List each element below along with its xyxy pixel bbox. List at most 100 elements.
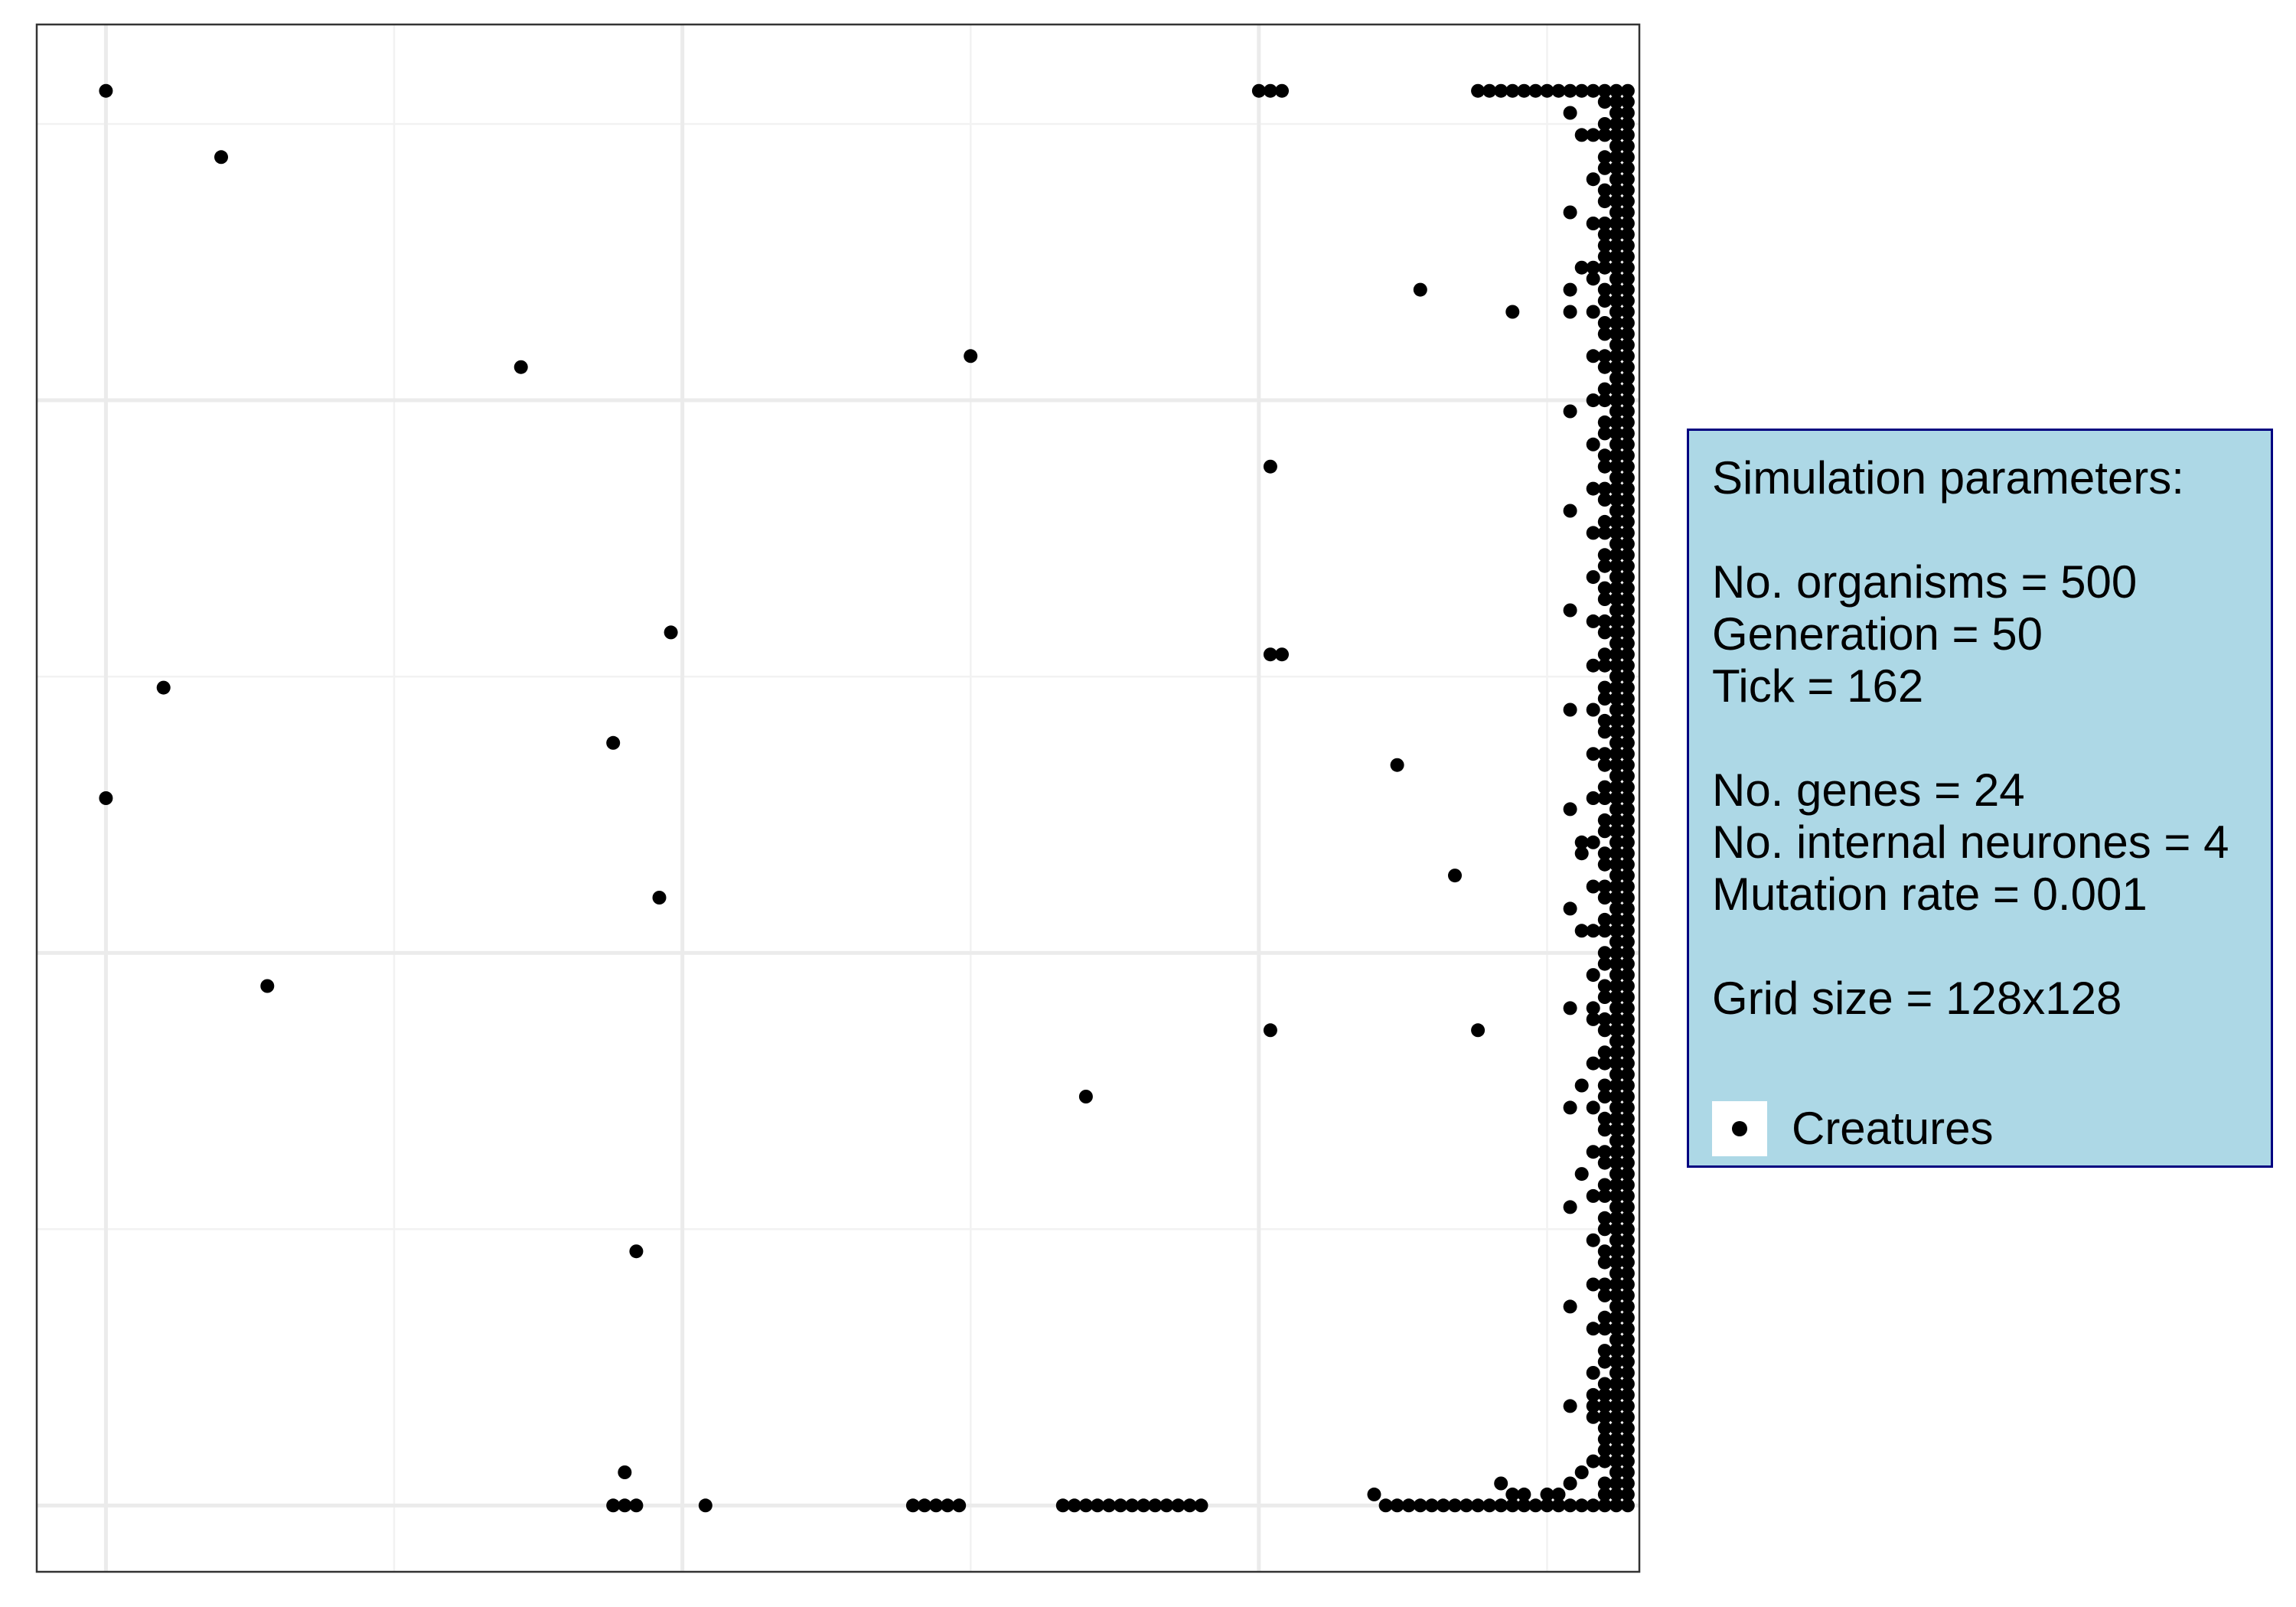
creature-point	[1114, 1498, 1128, 1513]
creature-point	[1597, 1078, 1612, 1093]
creature-point	[1620, 1487, 1635, 1501]
creature-point	[1620, 305, 1635, 319]
creature-point	[1159, 1498, 1174, 1513]
creature-point	[1586, 1498, 1600, 1513]
creature-point	[1620, 614, 1635, 628]
creature-point	[1609, 1123, 1623, 1137]
creature-point	[1563, 404, 1577, 419]
creature-point	[1609, 1322, 1623, 1336]
creature-point	[1620, 934, 1635, 949]
creature-point	[1620, 1432, 1635, 1446]
creature-point	[1620, 1090, 1635, 1103]
creature-point	[1620, 990, 1635, 1004]
creature-point	[1563, 1100, 1577, 1115]
creature-point	[1609, 1410, 1623, 1424]
creature-point	[1609, 791, 1623, 805]
creature-point	[1620, 725, 1635, 739]
creature-point	[1609, 360, 1623, 374]
creature-point	[1609, 205, 1623, 220]
creature-point	[1609, 1299, 1623, 1314]
creature-point	[1620, 493, 1635, 507]
creature-point	[1620, 1167, 1635, 1182]
creature-point	[1609, 404, 1623, 419]
creature-point	[1609, 139, 1623, 153]
creature-point	[1597, 426, 1612, 441]
creature-point	[1609, 459, 1623, 474]
creature-point	[606, 1498, 621, 1513]
creature-point	[1609, 117, 1623, 131]
creature-point	[1620, 282, 1635, 297]
creature-point	[1609, 702, 1623, 717]
creature-point	[918, 1498, 931, 1513]
creature-point	[1609, 1354, 1623, 1369]
creature-point	[1620, 891, 1635, 905]
creature-point	[1609, 393, 1623, 408]
creature-point	[1620, 1266, 1635, 1280]
creature-point	[1078, 1090, 1093, 1103]
grid-size-value: Grid size = 128x128	[1712, 973, 2122, 1024]
creature-point	[1586, 349, 1600, 363]
creature-point	[1125, 1498, 1140, 1513]
creature-point	[1609, 1487, 1623, 1501]
creature-point	[1263, 1023, 1277, 1038]
creature-point	[1620, 1344, 1635, 1358]
creature-point	[1609, 260, 1623, 275]
creature-point	[1609, 1465, 1623, 1479]
creature-point	[1436, 1498, 1450, 1513]
creature-point	[1597, 150, 1612, 165]
creature-point	[1597, 1354, 1612, 1369]
creature-point	[1609, 272, 1623, 286]
panel-border	[35, 23, 1641, 1573]
creature-point	[1620, 316, 1635, 330]
creature-point	[1609, 1288, 1623, 1302]
creature-point	[1620, 592, 1635, 606]
creature-point	[1620, 1056, 1635, 1071]
creature-point	[1609, 990, 1623, 1004]
creature-point	[1597, 382, 1612, 396]
creature-point	[1482, 1498, 1497, 1513]
creature-point	[1620, 780, 1635, 794]
creature-point	[1620, 802, 1635, 817]
creature-point	[1609, 957, 1623, 971]
creature-point	[1609, 1111, 1623, 1126]
creature-point	[1586, 791, 1600, 805]
creature-point	[1609, 901, 1623, 916]
creature-point	[1620, 1233, 1635, 1247]
creature-point	[156, 680, 171, 695]
creature-point	[1609, 172, 1623, 187]
creature-point	[1609, 869, 1623, 883]
creature-point	[1563, 901, 1577, 916]
creature-point	[1620, 1012, 1635, 1026]
creature-point	[1148, 1498, 1163, 1513]
creature-point	[1609, 1255, 1623, 1270]
creature-point	[1597, 1288, 1612, 1302]
creature-point	[1586, 614, 1600, 628]
creature-point	[1609, 1366, 1623, 1380]
creature-point	[1620, 1443, 1635, 1458]
creature-point	[1620, 272, 1635, 286]
creature-point	[1620, 1100, 1635, 1115]
creature-point	[1609, 857, 1623, 872]
creature-point	[1597, 1211, 1612, 1225]
creature-point	[1609, 83, 1623, 98]
creature-point	[1586, 526, 1600, 540]
creature-point	[1609, 371, 1623, 386]
creature-point	[1620, 680, 1635, 695]
creature-point	[1597, 548, 1612, 562]
creature-point	[1620, 404, 1635, 419]
creature-point	[1620, 1322, 1635, 1336]
creature-point	[1597, 1344, 1612, 1358]
creature-point	[1401, 1498, 1416, 1513]
creature-point	[1620, 459, 1635, 474]
creature-point	[1597, 592, 1612, 606]
creature-point	[1620, 1377, 1635, 1391]
creature-point	[1586, 1056, 1600, 1071]
creature-point	[1586, 1145, 1600, 1159]
creature-point	[1067, 1498, 1081, 1513]
creature-point	[1620, 349, 1635, 363]
creature-point	[1609, 337, 1623, 352]
creature-point	[99, 791, 113, 805]
creature-point	[1586, 393, 1600, 408]
creature-point	[1563, 83, 1577, 98]
creature-point	[1609, 1133, 1623, 1148]
